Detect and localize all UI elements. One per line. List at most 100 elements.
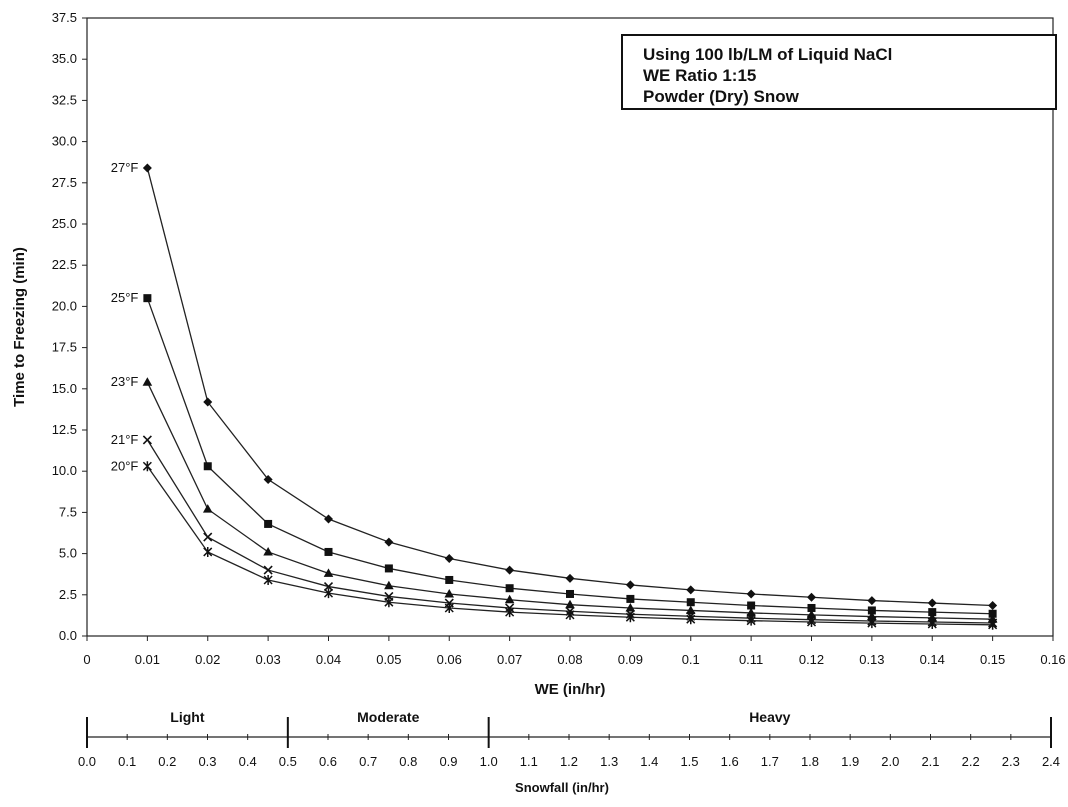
data-point-marker	[143, 294, 152, 303]
data-point-marker	[203, 397, 213, 407]
snowfall-tick-label: 1.4	[640, 754, 658, 769]
snowfall-tick-label: 2.3	[1002, 754, 1020, 769]
annotation-box: Using 100 lb/LM of Liquid NaCl WE Ratio …	[621, 34, 1057, 110]
snowfall-tick-label: 1.5	[680, 754, 698, 769]
data-point-marker	[142, 163, 152, 173]
snowfall-tick-label: 1.9	[841, 754, 859, 769]
x-tick-label: 0.09	[618, 652, 643, 667]
y-tick-label: 27.5	[52, 175, 77, 190]
data-point-marker	[324, 547, 333, 556]
data-point-marker	[746, 589, 756, 599]
x-tick-label: 0.08	[557, 652, 582, 667]
y-tick-label: 17.5	[52, 340, 77, 355]
snowfall-tick-label: 1.6	[721, 754, 739, 769]
data-point-marker	[323, 581, 334, 592]
y-axis-ticks: 0.0 2.5 5.0 7.5 10.0 12.5 15.0 17.5 20.0 22.5 25.0…	[52, 10, 87, 643]
data-point-marker	[565, 573, 575, 583]
snowfall-tick-label: 1.8	[801, 754, 819, 769]
snowfall-tick-label: 2.2	[962, 754, 980, 769]
band-label-heavy: Heavy	[749, 709, 790, 725]
data-point-marker	[928, 608, 937, 617]
data-point-marker	[203, 462, 212, 471]
x-axis-title: WE (in/hr)	[535, 681, 606, 698]
snowfall-tick-label: 0.6	[319, 754, 337, 769]
data-point-marker	[927, 618, 937, 629]
data-point-marker	[263, 474, 273, 484]
y-tick-label: 32.5	[52, 92, 77, 107]
data-point-marker	[625, 612, 635, 623]
snowfall-axis: 0.0 0.1 0.2 0.3 0.4 0.5 0.6 0.7 0.8 0.9 1.0 1.1 1.2 1…	[78, 709, 1060, 769]
y-tick-label: 35.0	[52, 51, 77, 66]
y-tick-label: 15.0	[52, 381, 77, 396]
x-tick-label: 0.03	[255, 652, 280, 667]
data-point-marker	[867, 596, 877, 606]
series-label: 23°F	[111, 374, 139, 389]
data-point-marker	[324, 514, 333, 524]
y-tick-label: 7.5	[59, 504, 77, 519]
plot-frame	[86, 17, 1054, 637]
snowfall-tick-label: 2.4	[1042, 754, 1060, 769]
data-point-marker	[264, 519, 273, 528]
series-line	[146, 297, 993, 615]
series-1: 27°F	[111, 160, 998, 611]
data-point-marker	[444, 588, 455, 598]
x-tick-label: 0.13	[859, 652, 884, 667]
x-tick-label: 0.02	[195, 652, 220, 667]
data-point-marker	[505, 607, 515, 618]
series-3: 23°F	[111, 374, 998, 623]
series-4: 21°F	[111, 432, 998, 628]
y-tick-label: 12.5	[52, 422, 77, 437]
snowfall-tick-label: 1.2	[560, 754, 578, 769]
data-point-marker	[142, 377, 153, 386]
data-point-marker	[263, 574, 273, 585]
x-tick-label: 0.14	[920, 652, 945, 667]
data-point-marker	[626, 594, 635, 603]
series-2: 25°F	[111, 290, 997, 618]
data-point-marker	[807, 603, 816, 612]
data-point-marker	[323, 588, 334, 599]
annotation-line-we-ratio: WE Ratio 1:15	[643, 66, 757, 85]
data-point-marker	[867, 618, 877, 629]
data-point-marker	[384, 597, 394, 608]
y-tick-label: 10.0	[52, 463, 77, 478]
x-tick-label: 0.01	[135, 652, 160, 667]
data-point-marker	[323, 568, 334, 577]
data-point-marker	[203, 546, 213, 557]
x-axis-ticks: 0 0.01 0.02 0.03 0.04 0.05 0.06 0.07 0.08 0.09 0.1…	[83, 636, 1066, 667]
data-point-marker	[686, 585, 696, 595]
series-line	[146, 167, 993, 607]
data-point-marker	[202, 504, 213, 513]
y-tick-label: 30.0	[52, 134, 77, 149]
data-point-marker	[203, 532, 213, 542]
snowfall-tick-label: 0.0	[78, 754, 96, 769]
x-tick-label: 0.12	[799, 652, 824, 667]
x-tick-label: 0.07	[497, 652, 522, 667]
data-point-marker	[263, 546, 273, 556]
snowfall-tick-label: 2.0	[881, 754, 899, 769]
data-point-marker	[747, 601, 756, 610]
snowfall-tick-label: 2.1	[921, 754, 939, 769]
y-tick-label: 22.5	[52, 257, 77, 272]
series-label: 27°F	[111, 160, 139, 175]
data-point-marker	[504, 594, 515, 604]
series-5: 20°F	[111, 458, 998, 630]
snowfall-tick-label: 1.1	[520, 754, 538, 769]
data-point-marker	[988, 609, 997, 618]
snowfall-tick-label: 1.7	[761, 754, 779, 769]
series-label: 25°F	[111, 290, 139, 305]
data-point-marker	[867, 606, 876, 615]
x-tick-label: 0.1	[682, 652, 700, 667]
data-point-marker	[505, 565, 515, 575]
data-point-marker	[625, 580, 635, 590]
y-tick-label: 5.0	[59, 546, 77, 561]
data-point-marker	[384, 537, 394, 547]
snowfall-tick-label: 0.3	[198, 754, 216, 769]
y-tick-label: 37.5	[52, 10, 77, 25]
series-label: 20°F	[111, 458, 139, 473]
snowfall-tick-label: 0.5	[279, 754, 297, 769]
data-point-marker	[565, 599, 575, 609]
annotation-line-salt: Using 100 lb/LM of Liquid NaCl	[643, 45, 893, 64]
snowfall-tick-label: 0.4	[239, 754, 257, 769]
data-point-marker	[444, 602, 454, 613]
